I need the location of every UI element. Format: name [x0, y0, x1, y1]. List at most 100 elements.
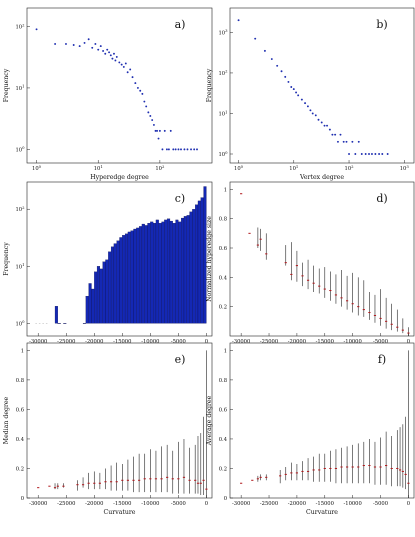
panel-a-xtick-label: 101: [94, 164, 103, 172]
panel-a-ytick-label: 101: [15, 84, 24, 92]
panel-a-point: [139, 89, 142, 92]
panel-e-median-mark: [154, 478, 158, 480]
panel-c-xtick-label: -15000: [113, 339, 131, 345]
panel-f-median-mark: [240, 482, 243, 484]
panel-b-point: [368, 153, 370, 155]
panel-d-median-mark: [357, 306, 360, 308]
panel-b-point: [304, 102, 307, 105]
panel-a-point: [183, 148, 186, 151]
panel-d-median-mark: [379, 317, 382, 319]
panel-c-bar: [105, 259, 109, 324]
panel-c-bar: [147, 223, 151, 324]
panel-e-ytick-label: 0.6: [16, 407, 24, 413]
panel-f-median-mark: [368, 465, 371, 467]
panel-e-median-mark: [199, 482, 202, 484]
panel-a-point: [72, 44, 75, 46]
panel-a-point: [172, 148, 175, 151]
panel-a-point: [97, 48, 100, 51]
panel-a-point: [118, 61, 121, 64]
panel-a-xtick-label: 102: [155, 164, 165, 172]
panel-e-median-mark: [62, 485, 65, 487]
panel-b-point: [342, 140, 345, 143]
panel-c-xtick-label: -5000: [171, 339, 186, 345]
panel-d-label: d): [376, 192, 387, 205]
panel-b-xlabel: Vertex degree: [299, 174, 344, 181]
panel-d-median-mark: [373, 314, 377, 316]
panel-b-ytick-label: 101: [218, 109, 227, 117]
panel-f-ytick-label: 0: [224, 496, 227, 502]
panel-f-median-mark: [329, 467, 332, 469]
panel-c-ytick-label: 101: [15, 262, 24, 270]
panel-c-bar: [54, 306, 58, 324]
panel-a-point: [145, 105, 148, 108]
panel-f-median-mark: [373, 466, 377, 468]
panel-a-point: [122, 65, 125, 68]
panel-a-ytick-label: 100: [15, 145, 25, 153]
panel-f-median-mark: [357, 466, 360, 468]
panel-b-point: [297, 94, 300, 97]
panel-c-bar: [197, 200, 201, 324]
panel-a-point: [151, 119, 154, 122]
panel-b-xtick-label: 101: [289, 164, 298, 172]
panel-c-bar: [110, 246, 115, 324]
panel-b-point: [345, 140, 348, 143]
panel-d-ytick-label: 0.8: [219, 217, 227, 223]
panel-f-ylabel: Average degree: [206, 395, 213, 446]
panel-d-median-mark: [265, 253, 268, 255]
panel-f-xtick-label: -10000: [344, 501, 362, 507]
panel-c-xtick-label: -30000: [29, 339, 47, 345]
panel-f-median-mark: [396, 467, 399, 469]
panel-c-xtick-label: -10000: [141, 339, 159, 345]
panel-a-point: [157, 137, 160, 140]
panel-f-median-mark: [284, 473, 287, 475]
panel-a-point: [165, 148, 168, 151]
panel-a-point: [94, 42, 97, 45]
panel-c-bar: [113, 243, 117, 324]
panel-c-bar: [96, 266, 101, 324]
panel-a-point: [131, 76, 134, 79]
panel-a-point: [193, 148, 196, 151]
panel-c-bar: [85, 295, 89, 324]
panel-f-median-mark: [290, 472, 293, 474]
panel-b-point: [371, 153, 373, 155]
panel-b-point: [378, 153, 381, 155]
panel-e-median-mark: [81, 484, 85, 486]
panel-b-point: [386, 153, 389, 155]
panel-b-ytick-label: 100: [218, 150, 228, 158]
panel-c-bar: [172, 223, 176, 324]
panel-c-label: c): [175, 192, 185, 205]
panel-c-bar: [138, 226, 143, 324]
panel-b-point: [348, 153, 350, 155]
panel-b-point: [311, 112, 314, 115]
panel-d-xtick-label: 0: [407, 339, 410, 345]
panel-d-xtick-label: -25000: [260, 339, 278, 345]
panel-d-median-mark: [368, 312, 371, 314]
panel-c-bar: [102, 261, 106, 324]
panel-d-median-mark: [301, 275, 304, 277]
panel-c-bar: [200, 197, 204, 324]
panel-d-median-mark: [290, 273, 293, 275]
panel-d-median-mark: [295, 265, 299, 267]
panel-a-point: [169, 129, 172, 132]
panel-f-median-mark: [265, 476, 268, 478]
panel-c-bar: [122, 235, 126, 324]
panel-d-ylabel: Normalized hyperedge size: [206, 216, 213, 302]
panel-b-point: [354, 153, 357, 155]
panel-f-median-mark: [345, 466, 349, 468]
panel-c-bar: [133, 228, 137, 324]
panel-a-point: [83, 41, 86, 44]
panel-a-point: [108, 51, 111, 54]
panel-f-median-mark: [259, 476, 262, 478]
panel-a-point: [102, 49, 105, 52]
panel-d-median-mark: [306, 279, 310, 281]
panel-b-point: [351, 140, 354, 143]
panel-b-point: [360, 153, 363, 155]
panel-a-point: [154, 129, 157, 132]
panel-a-point: [174, 148, 177, 151]
panel-e-median-mark: [138, 479, 141, 481]
panel-e-median-mark: [48, 485, 51, 487]
panel-d-median-mark: [407, 332, 410, 334]
panel-c-frame: [26, 181, 213, 337]
panel-c-bar: [155, 219, 159, 324]
